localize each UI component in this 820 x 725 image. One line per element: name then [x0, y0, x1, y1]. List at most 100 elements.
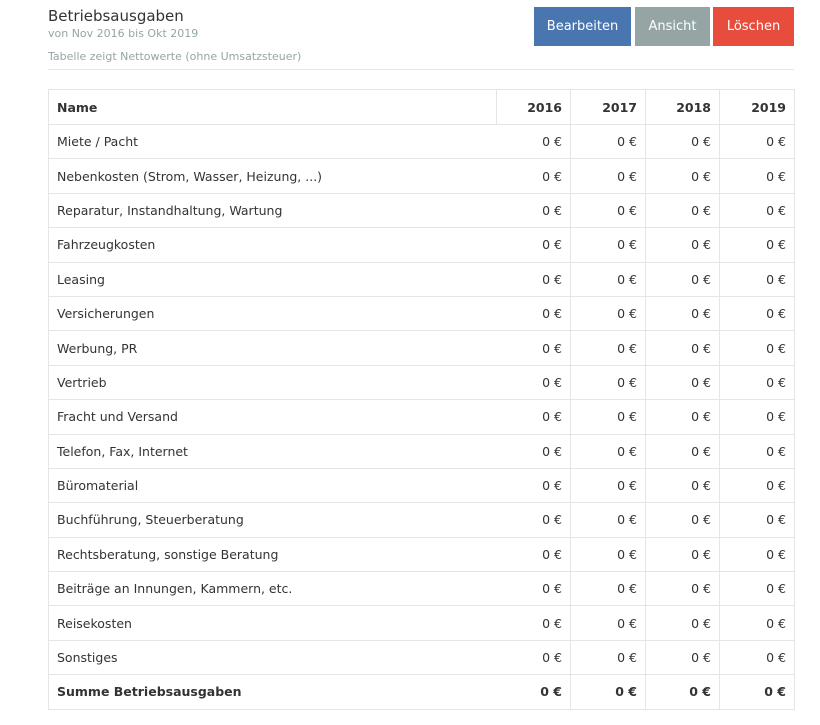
cell-value: 0 €	[645, 123, 720, 160]
cell-value: 0 €	[496, 467, 571, 504]
cell-value: 0 €	[645, 605, 720, 641]
cell-value: 0 €	[645, 192, 720, 229]
cell-value: 0 €	[496, 227, 571, 263]
cell-value: 0 €	[645, 639, 720, 676]
cell-value: 0 €	[719, 467, 795, 504]
cell-value: 0 €	[719, 330, 795, 366]
delete-button[interactable]: Löschen	[713, 7, 794, 46]
cell-value: 0 €	[719, 605, 795, 641]
row-name: Leasing	[48, 261, 497, 297]
cell-value: 0 €	[719, 536, 795, 573]
row-name: Miete / Pacht	[48, 123, 497, 160]
cell-value: 0 €	[645, 261, 720, 297]
row-name: Reparatur, Instandhaltung, Wartung	[48, 192, 497, 229]
total-value: 0 €	[570, 674, 646, 710]
separator	[48, 69, 794, 70]
edit-button[interactable]: Bearbeiten	[534, 7, 631, 46]
table-row: Nebenkosten (Strom, Wasser, Heizung, ...…	[48, 158, 795, 194]
cell-value: 0 €	[570, 639, 646, 676]
table-row: Telefon, Fax, Internet 0 €0 €0 €0 €	[48, 433, 795, 469]
table-row: Leasing 0 €0 €0 €0 €	[48, 261, 795, 297]
cell-value: 0 €	[645, 364, 720, 401]
column-header: 2017	[570, 89, 646, 125]
page-title: Betriebsausgaben	[48, 7, 184, 25]
cell-value: 0 €	[570, 467, 646, 504]
date-range: von Nov 2016 bis Okt 2019	[48, 27, 199, 40]
cell-value: 0 €	[496, 571, 571, 607]
table-row: Buchführung, Steuerberatung 0 €0 €0 €0 €	[48, 502, 795, 538]
cell-value: 0 €	[496, 123, 571, 160]
table-row: Miete / Pacht 0 €0 €0 €0 €	[48, 123, 795, 160]
cell-value: 0 €	[496, 158, 571, 194]
cell-value: 0 €	[719, 192, 795, 229]
row-name: Werbung, PR	[48, 330, 497, 366]
cell-value: 0 €	[570, 295, 646, 332]
note: Tabelle zeigt Nettowerte (ohne Umsatzste…	[48, 50, 302, 63]
cell-value: 0 €	[645, 536, 720, 573]
total-value: 0 €	[496, 674, 571, 710]
row-name: Sonstiges	[48, 639, 497, 676]
cell-value: 0 €	[570, 227, 646, 263]
cell-value: 0 €	[645, 227, 720, 263]
cell-value: 0 €	[496, 639, 571, 676]
row-name: Reisekosten	[48, 605, 497, 641]
cell-value: 0 €	[645, 433, 720, 469]
column-header: 2018	[645, 89, 720, 125]
cell-value: 0 €	[719, 261, 795, 297]
cell-value: 0 €	[645, 467, 720, 504]
cell-value: 0 €	[496, 261, 571, 297]
total-name: Summe Betriebsausgaben	[48, 674, 497, 710]
table-row: Büromaterial 0 €0 €0 €0 €	[48, 467, 795, 504]
total-row: Summe Betriebsausgaben 0 €0 €0 €0 €	[48, 674, 795, 710]
cell-value: 0 €	[570, 192, 646, 229]
total-value: 0 €	[719, 674, 795, 710]
row-name: Buchführung, Steuerberatung	[48, 502, 497, 538]
cell-value: 0 €	[496, 364, 571, 401]
cell-value: 0 €	[719, 502, 795, 538]
cell-value: 0 €	[570, 123, 646, 160]
table-row: Rechtsberatung, sonstige Beratung 0 €0 €0…	[48, 536, 795, 573]
cell-value: 0 €	[719, 295, 795, 332]
cell-value: 0 €	[719, 158, 795, 194]
cell-value: 0 €	[645, 295, 720, 332]
row-name: Fracht und Versand	[48, 399, 497, 435]
cell-value: 0 €	[570, 605, 646, 641]
cell-value: 0 €	[719, 639, 795, 676]
row-name: Beiträge an Innungen, Kammern, etc.	[48, 571, 497, 607]
cell-value: 0 €	[496, 192, 571, 229]
cell-value: 0 €	[719, 123, 795, 160]
cell-value: 0 €	[719, 433, 795, 469]
header-row: Name 2016 2017 2018 2019	[48, 89, 795, 125]
column-header: 2016	[496, 89, 571, 125]
cell-value: 0 €	[719, 227, 795, 263]
cell-value: 0 €	[496, 433, 571, 469]
cell-value: 0 €	[496, 399, 571, 435]
cell-value: 0 €	[570, 399, 646, 435]
column-header: Name	[48, 89, 497, 125]
cell-value: 0 €	[570, 261, 646, 297]
column-header: 2019	[719, 89, 795, 125]
cell-value: 0 €	[496, 295, 571, 332]
table-body: Miete / Pacht 0 €0 €0 €0 € Nebenkosten (St…	[48, 123, 795, 710]
row-name: Nebenkosten (Strom, Wasser, Heizung, ...…	[48, 158, 497, 194]
row-name: Fahrzeugkosten	[48, 227, 497, 263]
row-name: Telefon, Fax, Internet	[48, 433, 497, 469]
table-row: Beiträge an Innungen, Kammern, etc. 0 €0 …	[48, 571, 795, 607]
row-name: Büromaterial	[48, 467, 497, 504]
total-value: 0 €	[645, 674, 720, 710]
cell-value: 0 €	[496, 536, 571, 573]
cell-value: 0 €	[719, 571, 795, 607]
cell-value: 0 €	[496, 502, 571, 538]
cell-value: 0 €	[496, 330, 571, 366]
table-row: Fracht und Versand 0 €0 €0 €0 €	[48, 399, 795, 435]
table-row: Reisekosten 0 €0 €0 €0 €	[48, 605, 795, 641]
view-button[interactable]: Ansicht	[635, 7, 710, 46]
cell-value: 0 €	[570, 158, 646, 194]
cell-value: 0 €	[719, 364, 795, 401]
cell-value: 0 €	[570, 364, 646, 401]
cell-value: 0 €	[645, 571, 720, 607]
row-name: Vertrieb	[48, 364, 497, 401]
cell-value: 0 €	[570, 536, 646, 573]
cell-value: 0 €	[645, 330, 720, 366]
